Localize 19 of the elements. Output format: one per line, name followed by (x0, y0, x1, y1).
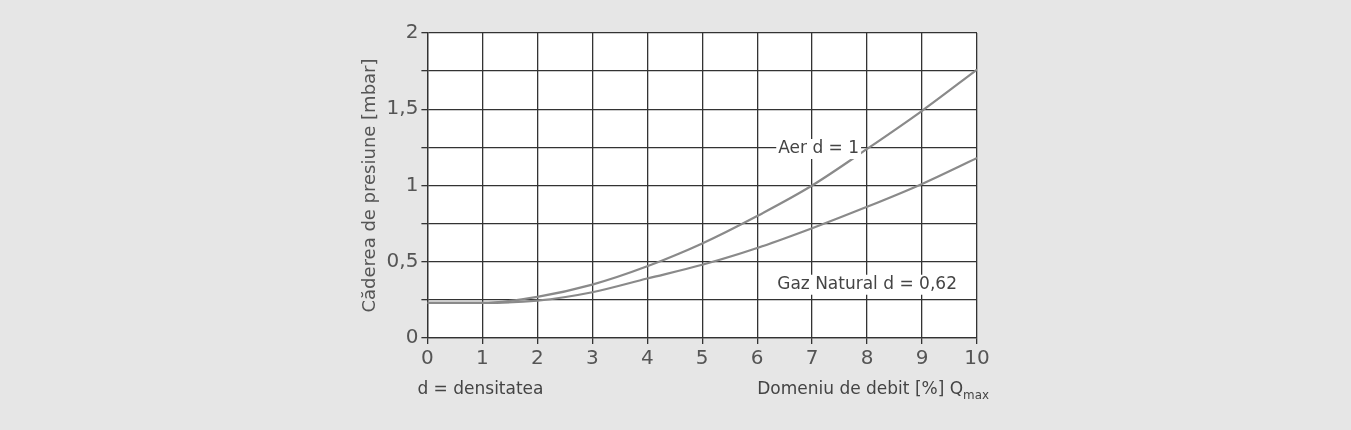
y-axis-title: Căderea de presiune [mbar] (358, 58, 380, 313)
text: d = densitatea (417, 378, 544, 398)
x-tick-label: 8 (860, 345, 874, 370)
x-tick-label: 1 (476, 345, 489, 370)
x-tick-label: 7 (805, 345, 819, 370)
x-tick-label: 4 (640, 345, 654, 370)
x-tick-label: 3 (585, 345, 599, 370)
series-label: Gaz Natural d = 0,62 (777, 273, 957, 294)
x-tick-label: 2 (530, 345, 544, 370)
y-tick-label: 1,5 (386, 95, 419, 120)
x-tick-label: 5 (695, 345, 709, 370)
x-tick-label: 10 (964, 345, 990, 370)
series-label: Aer d = 1 (778, 137, 860, 158)
y-tick-label: 0,5 (386, 247, 419, 272)
x-tick-label: 9 (915, 345, 929, 370)
y-tick-label: 0 (405, 324, 419, 349)
y-tick-label: 1 (405, 171, 419, 196)
x-tick-label: 6 (750, 345, 764, 370)
y-tick-label: 2 (405, 19, 419, 44)
